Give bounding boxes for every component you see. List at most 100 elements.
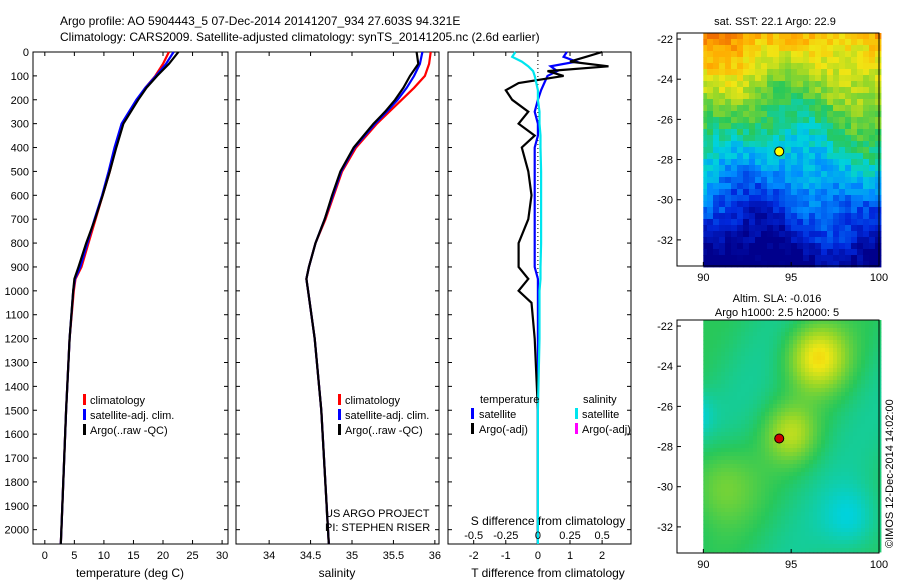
map-cell [749,396,754,401]
map-cell [779,189,786,196]
map-cell [805,380,810,385]
map-cell [753,404,758,409]
map-cell [791,249,798,256]
map-cell [791,207,798,214]
map-cell [817,336,822,341]
map-cell [743,93,750,100]
map-cell [745,512,750,517]
map-cell [793,484,798,489]
map-cell [809,153,816,160]
map-cell [869,231,876,238]
map-cell [813,412,818,417]
map-cell [821,111,828,118]
map-cell [861,324,866,329]
map-cell [703,484,706,489]
map-cell [725,544,730,549]
map-cell [873,420,878,425]
map-cell [861,484,866,489]
map-cell [721,488,726,493]
map-cell [841,508,846,513]
map-cell [721,340,726,345]
map-cell [741,384,746,389]
map-cell [825,456,830,461]
map-cell [863,75,870,82]
map-cell [841,420,846,425]
map-cell [703,376,706,381]
map-cell [841,328,846,333]
map-cell [725,45,732,52]
map-cell [809,135,816,142]
map-cell [869,93,876,100]
map-cell [869,123,876,130]
map-cell [729,372,734,377]
map-cell [767,123,774,130]
map-cell [857,135,864,142]
map-cell [743,81,750,88]
map-cell [773,165,780,172]
map-cell [841,392,846,397]
map-cell [869,416,874,421]
map-cell [829,476,834,481]
map-cell [833,171,840,178]
map-cell [837,448,842,453]
map-cell [757,528,762,533]
map-cell [773,456,778,461]
map-cell [737,69,744,76]
map-cell [857,336,862,341]
map-cell [703,117,708,124]
map-cell [813,420,818,425]
map-cell [717,464,722,469]
map-cell [857,231,864,238]
map-cell [741,476,746,481]
map-cell [785,165,792,172]
map-cell [773,520,778,525]
map-cell [809,320,814,325]
map-cell [765,384,770,389]
map-cell [793,324,798,329]
map-cell [797,532,802,537]
map-cell [729,432,734,437]
map-cell [767,135,774,142]
map-cell [709,368,714,373]
map-cell [853,508,858,513]
map-cell [773,159,780,166]
map-cell [777,364,782,369]
map-cell [725,400,730,405]
map-cell [703,396,706,401]
map-cell [705,344,710,349]
map-cell [769,456,774,461]
map-cell [705,492,710,497]
map-cell [709,456,714,461]
map-cell [841,384,846,389]
map-cell [749,147,756,154]
map-cell [865,476,870,481]
map-cell [821,496,826,501]
map-cell [821,99,828,106]
legend-swatch-argo [83,424,86,435]
map-cell [737,508,742,513]
map-cell [803,93,810,100]
map-cell [717,380,722,385]
project-credit: US ARGO PROJECT [325,508,430,520]
map-cell [833,87,840,94]
map-cell [857,452,862,457]
map-cell [717,320,722,325]
map-cell [817,388,822,393]
map-cell [777,452,782,457]
map-cell [829,496,834,501]
map-cell [703,129,708,136]
map-cell [769,440,774,445]
map-cell [741,328,746,333]
map-cell [793,464,798,469]
map-cell [785,404,790,409]
map-cell [821,436,826,441]
map-cell [849,348,854,353]
map-cell [767,141,774,148]
map-cell [713,171,720,178]
map-cell [749,336,754,341]
map-cell [731,159,738,166]
map-cell [837,416,842,421]
map-cell [849,520,854,525]
map-cell [745,516,750,521]
map-cell [719,69,726,76]
